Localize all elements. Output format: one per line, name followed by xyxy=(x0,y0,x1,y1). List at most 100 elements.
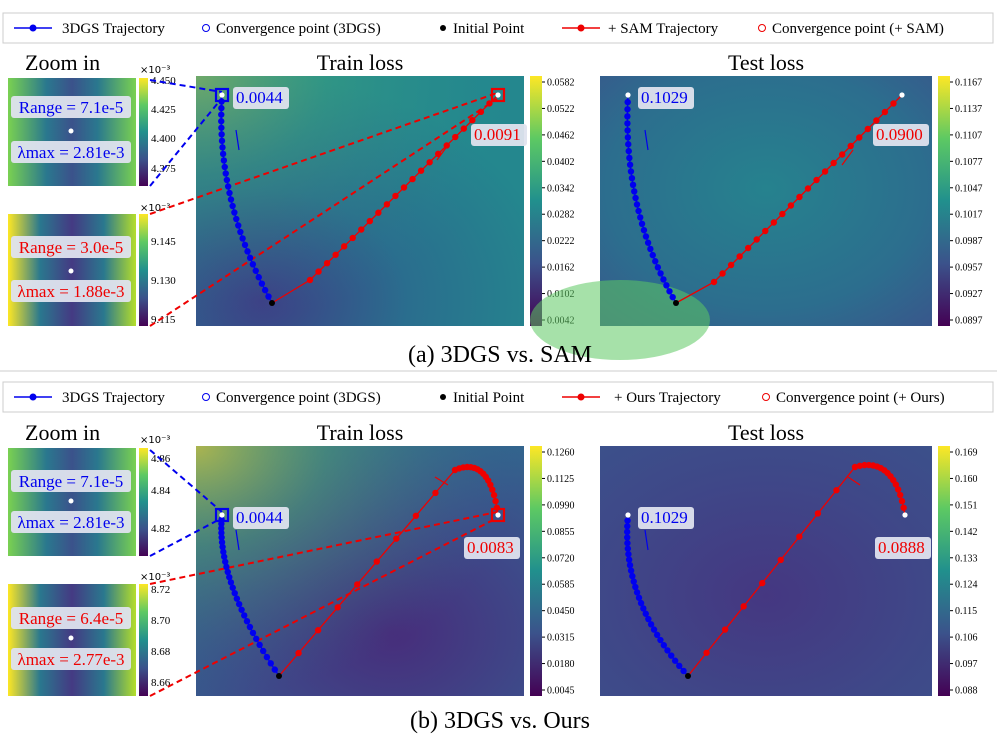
train-blue-b-point xyxy=(218,525,225,532)
zoom-red-lambda-b: λmax = 2.77e-3 xyxy=(17,650,124,669)
test-red-point xyxy=(744,244,752,252)
test-blue-point xyxy=(666,288,673,295)
test-red-point xyxy=(830,159,837,167)
train-red-point xyxy=(315,268,322,275)
test-red-b-point xyxy=(896,491,904,499)
train-red-b-point xyxy=(487,481,494,489)
test-blue-b-point xyxy=(624,545,632,552)
train-blue-point xyxy=(227,196,235,203)
zoom-title-b: Zoom in xyxy=(25,420,100,445)
test-blue-point xyxy=(625,147,632,155)
test-blue-point xyxy=(627,168,635,175)
direction-arrow xyxy=(644,529,649,551)
test-blue-point xyxy=(624,134,632,141)
zoom-connectors-a xyxy=(149,79,498,327)
train-red-point xyxy=(383,201,391,208)
train-blue-point xyxy=(219,144,226,151)
svg-text:4.82: 4.82 xyxy=(151,523,170,535)
train-blue-point xyxy=(252,267,259,274)
direction-arrow xyxy=(235,529,240,551)
test-blue-b-point xyxy=(637,599,645,607)
direction-arrow xyxy=(847,476,861,486)
test-blue-point xyxy=(624,127,631,134)
zoom-red-range-b: Range = 6.4e-5 xyxy=(19,609,123,628)
svg-text:4.84: 4.84 xyxy=(151,485,171,497)
train-red-point xyxy=(358,226,365,233)
test-red-b-point xyxy=(833,487,840,494)
train-blue-b-point xyxy=(220,548,227,556)
test-red-point xyxy=(787,202,795,209)
test-blue-point xyxy=(657,270,664,277)
zoom-red-lambda: λmax = 1.88e-3 xyxy=(17,282,124,301)
test-heatmap-b xyxy=(600,446,932,696)
test-red-point xyxy=(796,193,803,201)
test-blue-point xyxy=(649,251,656,259)
train-blue-point xyxy=(224,183,232,190)
legend-a-item-3: Initial Point xyxy=(453,21,525,37)
test-blue-b-point xyxy=(653,631,661,639)
colorbar-tick-label: 0.0222 xyxy=(547,236,575,247)
test-blue-b-point xyxy=(624,539,631,547)
train-colorbar-a xyxy=(530,76,542,326)
colorbar-tick-label: 0.160 xyxy=(955,474,978,485)
train-blue-point xyxy=(233,215,240,223)
test-red-point xyxy=(804,185,812,192)
legend-initial-marker xyxy=(440,25,446,31)
train-red-point xyxy=(366,217,374,225)
test-red-b-point xyxy=(814,510,822,517)
svg-text:×10⁻³: ×10⁻³ xyxy=(140,572,170,583)
svg-text:4.400: 4.400 xyxy=(151,133,176,145)
zoom-blue-a: ×10⁻³ 4.450 4.425 4.400 4.375 Range = 7.… xyxy=(8,65,176,186)
train-blue-point xyxy=(235,222,242,229)
convergence-point xyxy=(625,92,631,98)
train-blue-point xyxy=(218,131,225,138)
colorbar-tick-label: 0.124 xyxy=(955,580,978,591)
train-title-a: Train loss xyxy=(317,50,404,75)
test-blue-b-point xyxy=(660,642,668,649)
loss-value-label: 0.1029 xyxy=(641,88,688,107)
zoom-red-a-ticks: 9.145 9.130 9.115 xyxy=(151,236,176,326)
loss-value-label: 0.1029 xyxy=(641,508,688,527)
train-blue-b-point xyxy=(231,589,238,597)
colorbar-tick-label: 0.0582 xyxy=(547,78,575,89)
direction-arrow xyxy=(841,149,854,166)
test-red-b-point xyxy=(703,649,710,656)
train-blue-point xyxy=(237,228,244,236)
trajectories-a: 0.0044 0.0091 0.1029 0.0900 xyxy=(214,87,929,306)
train-blue-b-point xyxy=(226,573,233,581)
zoom-red-a: ×10⁻³ 9.145 9.130 9.115 Range = 3.0e-5 λ… xyxy=(8,203,176,326)
panel-b: 3DGS Trajectory Convergence point (3DGS)… xyxy=(2,381,994,734)
zoom-connectors-b xyxy=(149,449,498,697)
train-blue-point xyxy=(265,293,272,300)
train-blue-point xyxy=(220,157,228,164)
colorbar-tick-label: 0.097 xyxy=(955,659,978,670)
legend-a-item-2: Convergence point (3DGS) xyxy=(216,21,381,37)
initial-point xyxy=(276,673,282,679)
colorbar-tick-label: 0.1125 xyxy=(547,474,574,485)
legend-b-item-2: Convergence point (3DGS) xyxy=(216,390,381,406)
train-red-point xyxy=(375,209,382,216)
loss-value-label: 0.0900 xyxy=(876,125,923,144)
legend-blue-marker xyxy=(29,24,37,32)
test-colorbar-b xyxy=(938,446,950,696)
test-blue-point xyxy=(647,245,654,253)
convergence-point xyxy=(899,92,905,98)
colorbar-tick-label: 0.0180 xyxy=(547,659,575,670)
colorbar-tick-label: 0.0855 xyxy=(547,527,575,538)
test-red-point xyxy=(838,151,846,158)
test-red-point xyxy=(847,142,854,150)
train-red-point xyxy=(392,192,399,200)
loss-value-label: 0.0083 xyxy=(467,538,514,557)
train-red-point xyxy=(426,159,433,166)
trajectories-b: 0.0044 0.0083 0.1029 0.0888 xyxy=(214,461,931,679)
test-blue-b-point xyxy=(626,561,634,569)
svg-text:×10⁻³: ×10⁻³ xyxy=(140,65,170,76)
colorbar-tick-label: 0.1047 xyxy=(955,183,983,194)
colorbar-tick-label: 0.1260 xyxy=(547,448,575,459)
colorbar-tick-label: 0.169 xyxy=(955,448,978,459)
test-blue-b-point xyxy=(647,621,655,628)
train-blue-b-point xyxy=(259,647,267,655)
train-red-point xyxy=(417,167,425,174)
initial-point xyxy=(685,673,691,679)
train-red-b-point xyxy=(490,491,498,499)
